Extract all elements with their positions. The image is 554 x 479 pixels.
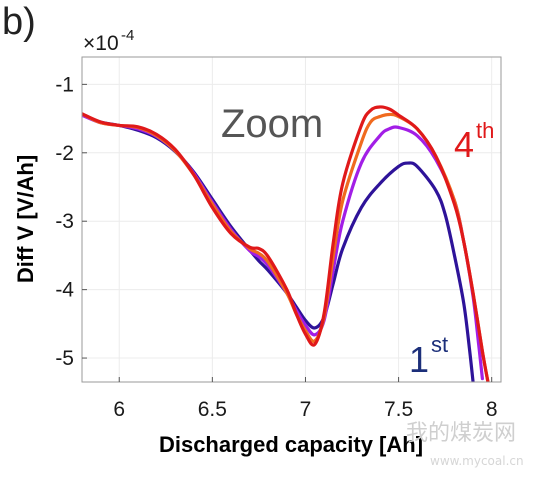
y-exponent-base: ×10 (83, 32, 119, 55)
series-lines (82, 105, 490, 382)
first-label-sup: st (431, 332, 448, 357)
y-tick-label-1: -2 (55, 142, 74, 165)
fourth-cycle-label: 4 th (454, 118, 494, 165)
fourth-label-base: 4 (454, 124, 474, 165)
watermark-url: www.mycoal.cn (430, 454, 524, 468)
x-tick-label-4: 8 (486, 398, 498, 421)
y-exponent: ×10 -4 (83, 27, 134, 55)
x-axis-title: Discharged capacity [Ah] (159, 432, 423, 457)
y-tick-label-3: -4 (55, 279, 74, 302)
y-axis-title: Diff V [V/Ah] (13, 155, 38, 283)
first-label-base: 1 (409, 339, 429, 380)
x-tick-label-2: 7 (300, 398, 312, 421)
panel-label: b) (2, 1, 36, 43)
fourth-label-sup: th (476, 118, 494, 143)
plot-frame (81, 56, 502, 383)
plot-area (82, 57, 501, 382)
zoom-annotation: Zoom (221, 102, 323, 146)
y-tick-label-0: -1 (55, 73, 74, 96)
y-tick-label-2: -3 (55, 210, 74, 233)
series-line-4 (82, 105, 490, 382)
axis-ticks: 6 6.5 7 7.5 8 -1 -2 -3 -4 -5 (55, 73, 497, 421)
y-tick-label-4: -5 (55, 347, 74, 370)
x-tick-label-3: 7.5 (384, 398, 413, 421)
y-exponent-power: -4 (121, 27, 134, 44)
x-tick-label-0: 6 (113, 398, 125, 421)
x-tick-label-1: 6.5 (198, 398, 227, 421)
watermark-text: 我的煤炭网 (406, 421, 516, 446)
first-cycle-label: 1 st (409, 332, 448, 380)
